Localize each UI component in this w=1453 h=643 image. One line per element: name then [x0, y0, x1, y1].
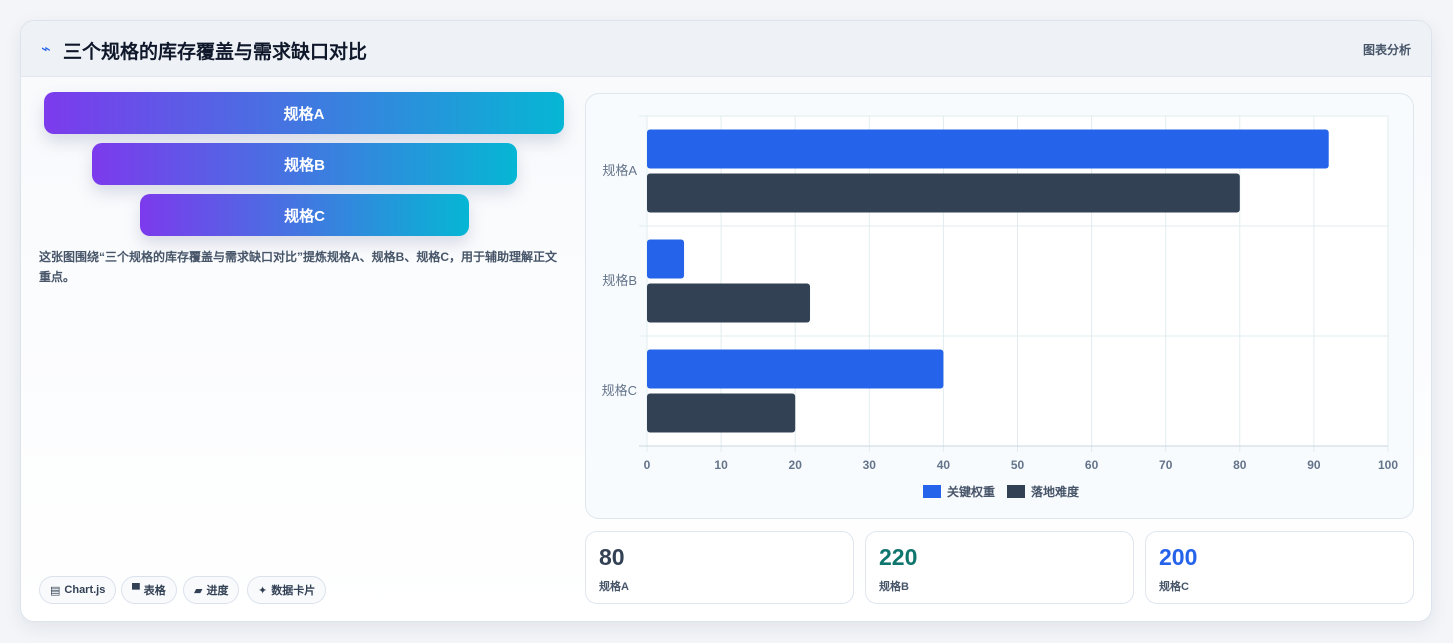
bar: [647, 393, 796, 433]
legend-label: 关键权重: [947, 484, 995, 499]
bar: [647, 283, 811, 323]
page-title: 三个规格的库存覆盖与需求缺口对比: [63, 42, 368, 63]
chip-chartjs[interactable]: ▤ Chart.js: [39, 576, 117, 604]
x-tick-label: 90: [1307, 458, 1321, 472]
chip-progress[interactable]: ▰ 进度: [183, 576, 240, 604]
trend-line-icon: ⌁: [41, 41, 51, 58]
y-tick-label: 规格A: [602, 163, 637, 178]
stat-label: 规格B: [879, 581, 909, 593]
header-label: 图表分析: [1362, 43, 1411, 57]
chart-icon: ▤: [50, 584, 61, 597]
chip-label: Chart.js: [64, 584, 106, 596]
stat-value: 80: [599, 544, 625, 570]
x-tick-label: 60: [1085, 458, 1099, 472]
description: 这张图围绕“三个规格的库存覆盖与需求缺口对比”提炼规格A、规格B、规格C，用于辅…: [39, 250, 558, 284]
legend-swatch: [1007, 485, 1025, 498]
x-tick-label: 70: [1159, 458, 1173, 472]
stat-value: 200: [1159, 544, 1198, 570]
x-tick-label: 10: [714, 458, 728, 472]
x-tick-label: 30: [863, 458, 877, 472]
x-tick-label: 20: [789, 458, 803, 472]
funnel-item-b: 规格B: [92, 143, 517, 185]
progress-icon: ▰: [194, 584, 203, 597]
bar-chart: 0 10 20 30 40 50 60 70 80 90 100 规格A 规格B 规格C 关键权重 落地难度: [602, 115, 1398, 499]
legend-label: 落地难度: [1031, 484, 1080, 499]
stat-label: 规格A: [599, 581, 629, 593]
stat-card-b: 220 规格B: [865, 531, 1134, 604]
bar: [647, 173, 1240, 213]
bar: [647, 349, 944, 389]
bar: [647, 129, 1329, 169]
funnel-item-a: 规格A: [44, 92, 564, 134]
x-tick-label: 0: [644, 458, 651, 472]
table-icon: ▀: [132, 584, 140, 596]
sparkle-icon: ✦: [258, 584, 268, 597]
chip-label: 表格: [143, 585, 166, 597]
stat-label: 规格C: [1159, 581, 1189, 593]
chart-panel: 0 10 20 30 40 50 60 70 80 90 100 规格A 规格B 规格C 关键权重 落地难度: [585, 93, 1414, 519]
x-tick-label: 80: [1233, 458, 1247, 472]
chip-label: 数据卡片: [271, 585, 316, 597]
x-tick-label: 50: [1011, 458, 1025, 472]
stat-card-a: 80 规格A: [585, 531, 854, 604]
card-header: ⌁ 三个规格的库存覆盖与需求缺口对比 图表分析: [21, 21, 1431, 77]
chip-table[interactable]: ▀ 表格: [121, 576, 177, 604]
stat-value: 220: [879, 544, 918, 570]
stat-card-c: 200 规格C: [1145, 531, 1414, 604]
chip-data-card[interactable]: ✦ 数据卡片: [247, 576, 327, 604]
y-tick-label: 规格C: [602, 383, 637, 398]
funnel-item-c: 规格C: [140, 194, 469, 236]
chip-label: 进度: [206, 585, 229, 597]
y-tick-label: 规格B: [602, 273, 637, 288]
x-tick-label: 40: [937, 458, 951, 472]
legend-swatch: [923, 485, 941, 498]
chart-card: ⌁ 三个规格的库存覆盖与需求缺口对比 图表分析 规格A 规格B 规格C 这张图围…: [20, 20, 1432, 622]
bar: [647, 239, 685, 279]
x-tick-label: 100: [1378, 458, 1398, 472]
